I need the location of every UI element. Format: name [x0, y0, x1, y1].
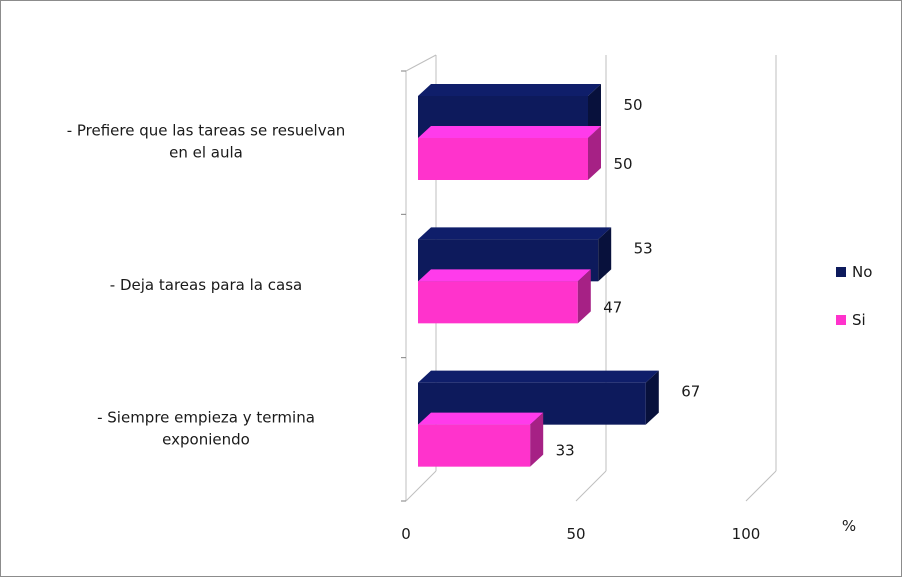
bar-top-face: [418, 370, 659, 383]
floor-gridline-50: [575, 470, 607, 502]
category-label-1: - Deja tareas para la casa: [110, 276, 302, 294]
legend-label-si: Si: [852, 311, 866, 329]
bar-top-face: [418, 84, 601, 96]
category-label-line: en el aula: [169, 144, 243, 162]
legend: No Si: [836, 263, 872, 329]
bar-side-face: [588, 126, 601, 180]
value-labels: 50 50 53 47 67 33: [556, 96, 701, 460]
bar-si-0: [418, 126, 601, 180]
legend-label-no: No: [852, 263, 872, 281]
legend-swatch-no: [836, 267, 846, 277]
x-axis-unit-label: %: [842, 517, 856, 535]
x-tick-label-0: 0: [401, 525, 411, 543]
bar-side-face: [588, 84, 601, 138]
bar-top-face: [418, 126, 601, 138]
value-label-no-1: 53: [634, 239, 653, 257]
bar-side-face: [598, 227, 612, 282]
x-tick-labels: 0 50 100: [401, 525, 760, 543]
bar-front-face: [418, 424, 531, 467]
bar-top-face: [418, 269, 591, 282]
category-label-line: - Prefiere que las tareas se resuelvan: [67, 122, 346, 140]
x-tick-label-100: 100: [732, 525, 761, 543]
category-label-line: - Siempre empieza y termina: [97, 408, 315, 426]
bar-side-face: [530, 412, 544, 467]
floor-gridline-100: [745, 470, 777, 502]
value-label-no-2: 67: [681, 383, 700, 401]
chart-bars: [418, 84, 659, 467]
bar-side-face: [577, 269, 591, 324]
legend-swatch-si: [836, 315, 846, 325]
category-label-line: exponiendo: [162, 430, 250, 448]
bar-front-face: [418, 281, 578, 324]
category-label-0: - Prefiere que las tareas se resuelvan en…: [67, 122, 346, 162]
bar-front-face: [418, 138, 588, 180]
x-tick-label-50: 50: [566, 525, 585, 543]
top-edge-left: [405, 54, 437, 72]
value-label-si-2: 33: [556, 442, 575, 460]
bar-si-2: [418, 412, 544, 467]
bar-side-face: [645, 370, 659, 425]
category-labels: - Prefiere que las tareas se resuelvan en…: [67, 122, 346, 449]
category-label-2: - Siempre empieza y termina exponiendo: [97, 408, 315, 448]
floor-edge-left: [405, 470, 437, 502]
bar-si-1: [418, 269, 591, 324]
bar-top-face: [418, 227, 612, 240]
value-label-no-0: 50: [623, 96, 642, 114]
category-label-line: - Deja tareas para la casa: [110, 276, 302, 294]
bar-top-face: [418, 412, 544, 425]
value-label-si-1: 47: [603, 298, 622, 316]
value-label-si-0: 50: [613, 155, 632, 173]
